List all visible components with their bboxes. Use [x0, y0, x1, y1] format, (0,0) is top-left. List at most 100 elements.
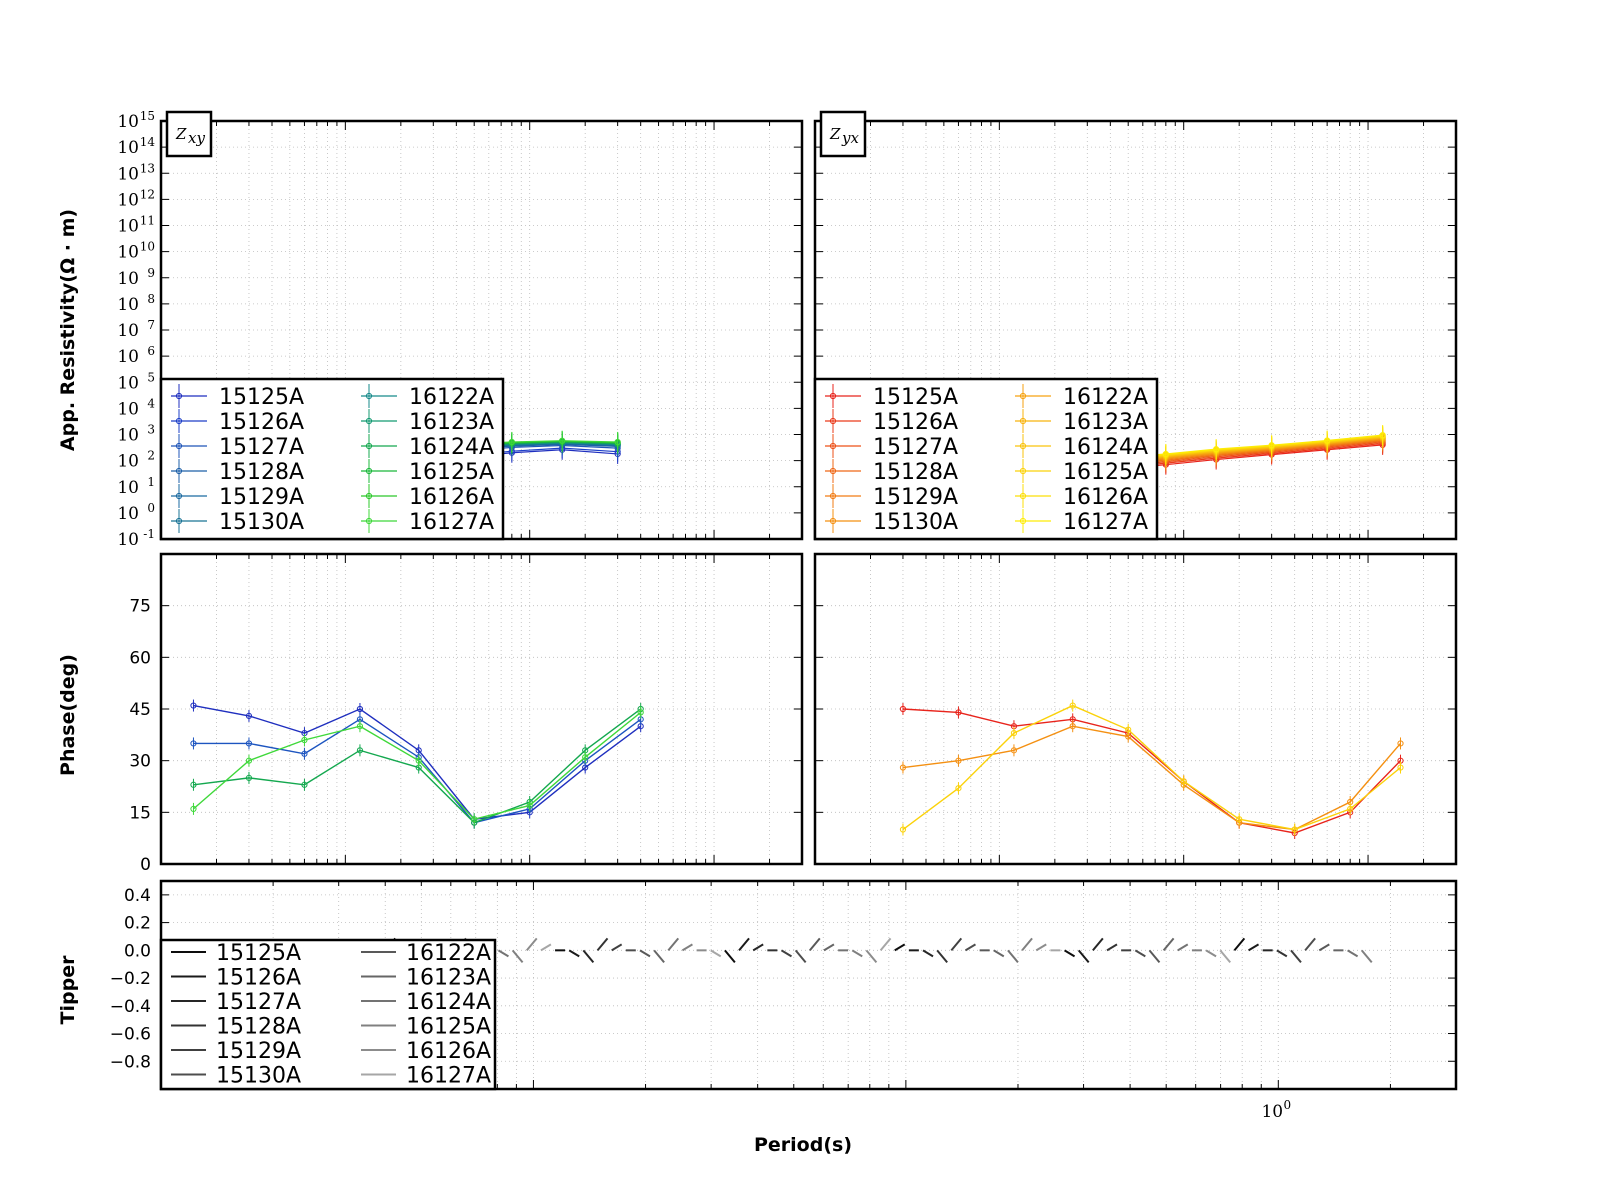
tipper-arrow — [1007, 949, 1019, 963]
zxy-resistivity-y-tick-label: 10 — [117, 295, 139, 315]
tipper-legend — [159, 938, 497, 1091]
zyx-resistivity-legend-label: 15127A — [873, 435, 958, 460]
zxy-phase-y-tick-label: 60 — [129, 648, 151, 668]
zyx-resistivity-legend — [813, 377, 1159, 541]
zxy-phase-point — [301, 781, 308, 788]
zyx-resistivity-legend-label: 15129A — [873, 485, 958, 510]
zyx-phase-series-15130A — [902, 725, 1402, 831]
zxy-resistivity-y-tick-exp: 15 — [140, 109, 155, 123]
zxy-resistivity-legend-marker — [365, 442, 373, 450]
tipper-x-tick-exp: 0 — [1283, 1098, 1291, 1112]
zxy-resistivity-legend-marker — [175, 442, 183, 450]
zxy-resistivity-y-tick-label: 10 — [117, 478, 139, 498]
tipper-y-tick-label: 0.2 — [124, 914, 151, 934]
zxy-resistivity-y-tick-label: 10 — [117, 347, 139, 367]
tipper-arrow — [1064, 949, 1076, 958]
tipper-legend-label: 16125A — [406, 1015, 491, 1040]
zyx-resistivity-tag-box — [819, 110, 867, 158]
tipper-legend-label: 15128A — [216, 1015, 301, 1040]
zxy-phase-point — [415, 757, 422, 764]
zxy-resistivity-legend-label: 16123A — [409, 410, 494, 435]
zxy-resistivity-point — [614, 438, 621, 446]
zxy-resistivity-y-tick-exp: 10 — [140, 240, 155, 254]
zyx-phase-point — [1291, 826, 1298, 833]
zxy-phase-y-tick-label: 0 — [140, 855, 151, 875]
zxy-resistivity-legend-marker — [365, 492, 373, 500]
zyx-resistivity-legend-marker — [829, 417, 837, 425]
zyx-resistivity-legend-label: 16124A — [1063, 435, 1148, 460]
zxy-resistivity-legend — [159, 377, 505, 541]
zxy-phase-point — [245, 757, 253, 764]
zxy-phase-point — [301, 750, 308, 757]
zxy-resistivity-y-tick-label: 10 — [117, 452, 139, 472]
tipper-arrow — [752, 943, 764, 952]
zyx-phase-point — [955, 709, 962, 716]
zyx-resistivity-legend-label: 16125A — [1063, 460, 1148, 485]
zyx-resistivity-legend-marker — [829, 492, 837, 500]
zxy-phase-y-tick-label: 45 — [129, 700, 151, 720]
zyx-resistivity-legend-marker — [829, 442, 837, 450]
tipper-arrow — [681, 943, 693, 952]
zyx-resistivity-legend-label: 15125A — [873, 385, 958, 410]
tipper-arrow — [1205, 949, 1217, 958]
zxy-resistivity-y-tick-label: 10 — [117, 399, 139, 419]
tipper-legend-label: 15130A — [216, 1064, 301, 1089]
tipper-y-tick-label: −0.6 — [110, 1025, 151, 1045]
zxy-resistivity-legend-label: 15126A — [219, 410, 304, 435]
tipper-arrow — [511, 949, 524, 963]
tipper-arrow — [724, 949, 736, 963]
zyx-resistivity-legend-marker — [1019, 492, 1027, 500]
zxy-resistivity-legend-label: 15129A — [219, 485, 304, 510]
zyx-resistivity-legend-marker — [829, 467, 837, 475]
tipper-y-tick-label: 0.0 — [124, 941, 151, 961]
y-axis-label-phase: Phase(deg) — [57, 654, 79, 776]
zxy-resistivity-y-tick-exp: 2 — [147, 449, 155, 463]
zxy-resistivity-y-tick-exp: 12 — [140, 187, 155, 201]
zyx-resistivity-legend-marker — [1019, 467, 1027, 475]
tipper-arrow — [1106, 943, 1118, 952]
tipper-arrow — [596, 937, 609, 951]
tipper-arrow — [1148, 949, 1161, 963]
tipper-arrow — [922, 949, 934, 958]
tipper-y-tick-label: −0.2 — [110, 969, 151, 989]
zxy-resistivity-y-tick-label: 10 — [117, 426, 139, 446]
zxy-resistivity-legend-label: 15130A — [219, 510, 304, 535]
zxy-phase-point — [245, 774, 253, 781]
zyx-phase-point — [899, 826, 907, 833]
zxy-resistivity-y-tick-label: 10 — [117, 112, 139, 132]
zyx-resistivity-legend-label: 16122A — [1063, 385, 1148, 410]
zxy-resistivity-y-tick-exp: 8 — [147, 292, 155, 306]
zxy-resistivity-legend-marker — [365, 417, 373, 425]
tipper-y-tick-label: 0.4 — [124, 886, 151, 906]
zxy-resistivity-y-tick-exp: 11 — [140, 214, 155, 228]
zxy-resistivity-legend-label: 16127A — [409, 510, 494, 535]
zyx-resistivity-legend-marker — [1019, 392, 1027, 400]
tipper-arrow — [1035, 943, 1047, 952]
tipper-arrow — [525, 937, 538, 951]
y-axis-label-resistivity: App. Resistivity(Ω · m) — [57, 209, 79, 451]
zxy-resistivity-y-tick-exp: 7 — [147, 318, 155, 332]
zxy-resistivity-legend-label: 16125A — [409, 460, 494, 485]
tipper-legend-label: 16122A — [406, 941, 491, 966]
tipper-arrow — [993, 949, 1005, 958]
tipper-arrow — [1177, 943, 1189, 952]
y-axis-label-tipper: Tipper — [57, 955, 79, 1025]
zxy-resistivity-legend-label: 16126A — [409, 485, 494, 510]
zxy-resistivity-legend-marker — [175, 517, 183, 525]
tipper-legend-label: 15129A — [216, 1039, 301, 1064]
zxy-resistivity-y-tick-label: 10 — [117, 530, 139, 550]
zxy-resistivity-point — [508, 438, 515, 446]
zyx-phase-point — [1125, 726, 1132, 733]
zxy-resistivity-y-tick-label: 10 — [117, 243, 139, 263]
zxy-phase-point — [471, 816, 478, 823]
tipper-arrow — [879, 937, 892, 951]
tipper-arrow — [540, 943, 552, 952]
zyx-phase-point — [1397, 740, 1404, 747]
zyx-resistivity-legend-label: 15126A — [873, 410, 958, 435]
tipper-arrow — [582, 949, 595, 963]
tipper-arrow — [1134, 949, 1146, 958]
zxy-phase-point — [190, 702, 197, 709]
zxy-resistivity-legend-marker — [175, 467, 183, 475]
zxy-resistivity-y-tick-exp: 6 — [147, 344, 155, 358]
